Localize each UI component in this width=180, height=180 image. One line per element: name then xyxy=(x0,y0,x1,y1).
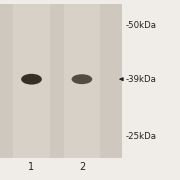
Text: 2: 2 xyxy=(79,162,85,172)
Bar xyxy=(0,4,122,158)
Text: -39kDa: -39kDa xyxy=(126,75,157,84)
Ellipse shape xyxy=(21,74,42,85)
Text: 1: 1 xyxy=(28,162,35,172)
Ellipse shape xyxy=(72,74,92,84)
Bar xyxy=(64,4,100,158)
Text: -50kDa: -50kDa xyxy=(126,21,157,30)
Text: -25kDa: -25kDa xyxy=(126,132,157,141)
Bar xyxy=(14,4,50,158)
